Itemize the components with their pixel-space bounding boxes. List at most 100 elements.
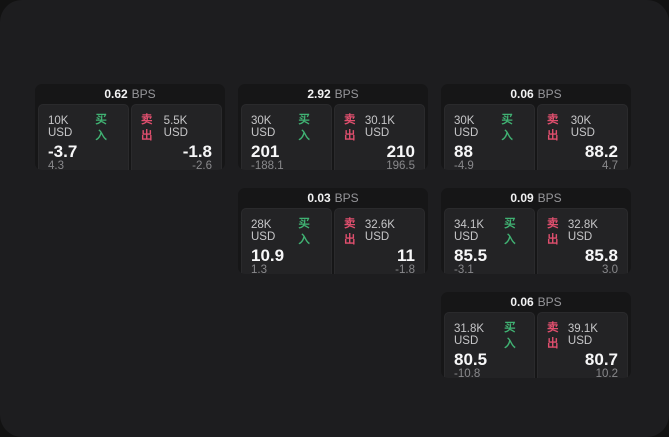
- quote-card: 0.06 BPS 31.8K USD 买入 80.5 -10.8 卖出 39.1…: [441, 292, 631, 378]
- bps-header: 0.03 BPS: [238, 188, 428, 208]
- bps-unit-label: BPS: [334, 191, 359, 205]
- buy-delta: 1.3: [251, 264, 267, 274]
- bps-value: 0.03: [307, 191, 331, 205]
- sell-side-label: 卖出: [547, 322, 559, 350]
- buy-panel[interactable]: 10K USD 买入 -3.7 4.3: [38, 104, 129, 170]
- buy-label-row: 30K USD 买入: [251, 111, 322, 143]
- buy-delta: -3.1: [454, 264, 474, 274]
- buy-notional: 28K USD: [251, 219, 276, 243]
- sell-side-label: 卖出: [547, 114, 559, 142]
- sell-label-row: 卖出 32.8K USD: [547, 215, 618, 247]
- sell-delta: 4.7: [602, 160, 618, 170]
- sell-delta: 10.2: [595, 368, 618, 378]
- buy-label-row: 10K USD 买入: [48, 111, 119, 143]
- bps-unit-label: BPS: [131, 87, 156, 101]
- sell-notional: 39.1K USD: [567, 323, 598, 347]
- bps-unit-label: BPS: [537, 295, 562, 309]
- sell-label-row: 卖出 30K USD: [547, 111, 618, 143]
- buy-notional: 30K USD: [251, 115, 276, 139]
- sell-notional: 30.1K USD: [364, 115, 395, 139]
- sell-side-label: 卖出: [547, 218, 559, 246]
- sell-panel[interactable]: 卖出 39.1K USD 80.7 10.2: [537, 312, 628, 378]
- buy-delta: 4.3: [48, 160, 64, 170]
- sell-side-label: 卖出: [344, 218, 356, 246]
- sell-notional: 5.5K USD: [163, 115, 188, 139]
- sell-price: 88.2: [584, 142, 618, 161]
- sell-label-row: 卖出 39.1K USD: [547, 319, 618, 351]
- quote-card-body: 28K USD 买入 10.9 1.3 卖出 32.6K USD 11 -1.8: [241, 208, 425, 274]
- sell-price: 80.7: [584, 350, 618, 369]
- sell-panel[interactable]: 卖出 30K USD 88.2 4.7: [537, 104, 628, 170]
- buy-label-row: 34.1K USD 买入: [454, 215, 525, 247]
- buy-notional: 34.1K USD: [454, 219, 485, 243]
- sell-notional: 32.8K USD: [567, 219, 598, 243]
- buy-label-row: 31.8K USD 买入: [454, 319, 525, 351]
- sell-notional: 32.6K USD: [364, 219, 395, 243]
- sell-price: -1.8: [182, 142, 212, 161]
- buy-price: -3.7: [48, 142, 78, 161]
- quote-card-body: 34.1K USD 买入 85.5 -3.1 卖出 32.8K USD 85.8…: [444, 208, 628, 274]
- sell-panel[interactable]: 卖出 5.5K USD -1.8 -2.6: [131, 104, 222, 170]
- quote-card: 2.92 BPS 30K USD 买入 201 -188.1 卖出 30.1K …: [238, 84, 428, 170]
- buy-delta: -10.8: [454, 368, 481, 378]
- bps-value: 2.92: [307, 87, 331, 101]
- buy-panel[interactable]: 30K USD 买入 88 -4.9: [444, 104, 535, 170]
- quote-card: 0.62 BPS 10K USD 买入 -3.7 4.3 卖出 5.5K USD…: [35, 84, 225, 170]
- bps-header: 2.92 BPS: [238, 84, 428, 104]
- sell-side-label: 卖出: [344, 114, 356, 142]
- sell-price: 11: [397, 246, 415, 265]
- quote-card: 0.06 BPS 30K USD 买入 88 -4.9 卖出 30K USD 8…: [441, 84, 631, 170]
- buy-side-label: 买入: [504, 218, 517, 246]
- buy-side-label: 买入: [504, 322, 517, 350]
- quote-card-body: 31.8K USD 买入 80.5 -10.8 卖出 39.1K USD 80.…: [444, 312, 628, 378]
- sell-price: 85.8: [584, 246, 618, 265]
- bps-value: 0.09: [510, 191, 534, 205]
- buy-delta: -4.9: [454, 160, 474, 170]
- sell-panel[interactable]: 卖出 32.6K USD 11 -1.8: [334, 208, 425, 274]
- sell-notional: 30K USD: [570, 115, 595, 139]
- sell-side-label: 卖出: [141, 114, 153, 142]
- quote-card-body: 30K USD 买入 201 -188.1 卖出 30.1K USD 210 1…: [241, 104, 425, 170]
- sell-label-row: 卖出 5.5K USD: [141, 111, 212, 143]
- buy-panel[interactable]: 34.1K USD 买入 85.5 -3.1: [444, 208, 535, 274]
- buy-side-label: 买入: [95, 114, 108, 142]
- buy-side-label: 买入: [298, 114, 311, 142]
- quote-card-body: 30K USD 买入 88 -4.9 卖出 30K USD 88.2 4.7: [444, 104, 628, 170]
- bps-header: 0.06 BPS: [441, 84, 631, 104]
- buy-price: 88: [454, 142, 473, 161]
- quote-card-body: 10K USD 买入 -3.7 4.3 卖出 5.5K USD -1.8 -2.…: [38, 104, 222, 170]
- buy-side-label: 买入: [501, 114, 514, 142]
- bps-unit-label: BPS: [537, 191, 562, 205]
- sell-panel[interactable]: 卖出 32.8K USD 85.8 3.0: [537, 208, 628, 274]
- buy-price: 85.5: [454, 246, 488, 265]
- sell-panel[interactable]: 卖出 30.1K USD 210 196.5: [334, 104, 425, 170]
- buy-price: 10.9: [251, 246, 285, 265]
- bps-header: 0.62 BPS: [35, 84, 225, 104]
- buy-panel[interactable]: 31.8K USD 买入 80.5 -10.8: [444, 312, 535, 378]
- sell-price: 210: [386, 142, 415, 161]
- buy-delta: -188.1: [251, 160, 284, 170]
- bps-unit-label: BPS: [537, 87, 562, 101]
- bps-value: 0.06: [510, 295, 534, 309]
- sell-delta: -1.8: [395, 264, 415, 274]
- bps-value: 0.62: [104, 87, 128, 101]
- bps-header: 0.06 BPS: [441, 292, 631, 312]
- buy-panel[interactable]: 30K USD 买入 201 -188.1: [241, 104, 332, 170]
- buy-panel[interactable]: 28K USD 买入 10.9 1.3: [241, 208, 332, 274]
- buy-price: 80.5: [454, 350, 488, 369]
- quote-card: 0.09 BPS 34.1K USD 买入 85.5 -3.1 卖出 32.8K…: [441, 188, 631, 274]
- sell-label-row: 卖出 30.1K USD: [344, 111, 415, 143]
- buy-label-row: 30K USD 买入: [454, 111, 525, 143]
- buy-notional: 30K USD: [454, 115, 479, 139]
- buy-side-label: 买入: [298, 218, 311, 246]
- bps-value: 0.06: [510, 87, 534, 101]
- sell-delta: 3.0: [602, 264, 618, 274]
- sell-label-row: 卖出 32.6K USD: [344, 215, 415, 247]
- quote-card: 0.03 BPS 28K USD 买入 10.9 1.3 卖出 32.6K US…: [238, 188, 428, 274]
- bps-header: 0.09 BPS: [441, 188, 631, 208]
- buy-notional: 10K USD: [48, 115, 73, 139]
- buy-label-row: 28K USD 买入: [251, 215, 322, 247]
- sell-delta: -2.6: [192, 160, 212, 170]
- bps-unit-label: BPS: [334, 87, 359, 101]
